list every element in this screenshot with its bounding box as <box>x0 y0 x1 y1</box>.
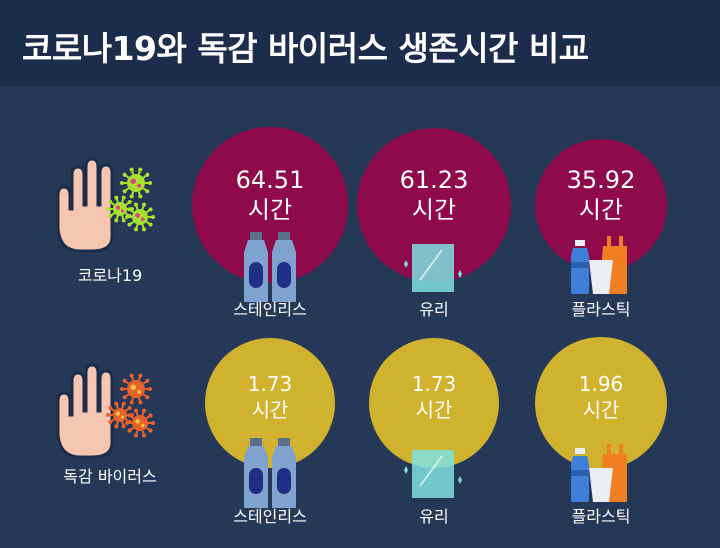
value-bubble <box>535 337 667 469</box>
plastic-items-icon <box>569 232 633 296</box>
hand-with-red-virus-icon <box>48 363 160 459</box>
bubble-unit: 시간 <box>415 398 453 422</box>
bubble-unit: 시간 <box>582 398 620 422</box>
bubble-unit: 시간 <box>411 196 457 224</box>
value-bubble <box>369 338 499 468</box>
bubble-unit: 시간 <box>251 398 289 422</box>
material-label: 플라스틱 <box>571 300 631 319</box>
bubble-value: 1.96 <box>578 372 624 396</box>
series-label: 독감 바이러스 <box>63 467 157 486</box>
material-label: 스테인리스 <box>233 300 307 319</box>
bubble-unit: 시간 <box>578 196 624 224</box>
value-bubble <box>535 139 667 271</box>
value-bubble <box>192 127 348 283</box>
material-label: 플라스틱 <box>571 507 631 526</box>
stainless-bottles-icon <box>240 232 300 304</box>
bubble-value: 1.73 <box>411 372 457 396</box>
series-label: 코로나19 <box>77 266 143 285</box>
material-label: 스테인리스 <box>233 507 307 526</box>
header-bar: 코로나19와 독감 바이러스 생존시간 비교 <box>0 0 720 86</box>
hand-with-green-virus-icon <box>48 157 160 253</box>
value-bubble <box>205 338 335 468</box>
bubble-unit: 시간 <box>247 196 293 224</box>
bubble-value: 35.92 <box>566 166 636 194</box>
glass-pane-icon <box>402 446 466 502</box>
material-label: 유리 <box>419 507 449 526</box>
material-label: 유리 <box>419 300 449 319</box>
page-title: 코로나19와 독감 바이러스 생존시간 비교 <box>22 29 589 68</box>
glass-pane-icon <box>402 240 466 296</box>
plastic-items-icon <box>569 440 633 504</box>
stainless-bottles-icon <box>240 438 300 510</box>
bubble-value: 1.73 <box>247 372 293 396</box>
bubble-value: 64.51 <box>235 166 305 194</box>
bubble-value: 61.23 <box>399 166 469 194</box>
